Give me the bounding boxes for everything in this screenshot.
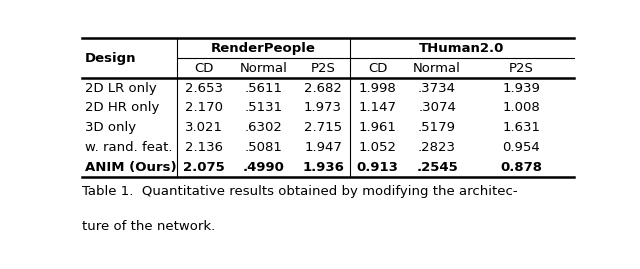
- Text: CD: CD: [195, 62, 214, 75]
- Text: Normal: Normal: [239, 62, 287, 75]
- Text: 0.913: 0.913: [356, 161, 399, 174]
- Text: .5081: .5081: [244, 141, 282, 154]
- Text: 2.170: 2.170: [185, 101, 223, 114]
- Text: .2823: .2823: [418, 141, 456, 154]
- Text: 1.947: 1.947: [304, 141, 342, 154]
- Text: 3.021: 3.021: [185, 121, 223, 134]
- Text: 1.973: 1.973: [304, 101, 342, 114]
- Text: P2S: P2S: [509, 62, 534, 75]
- Text: 2.075: 2.075: [183, 161, 225, 174]
- Text: 0.878: 0.878: [500, 161, 543, 174]
- Text: 1.961: 1.961: [358, 121, 397, 134]
- Text: 1.631: 1.631: [502, 121, 540, 134]
- Text: 2.136: 2.136: [185, 141, 223, 154]
- Text: 2.653: 2.653: [185, 82, 223, 95]
- Text: 1.939: 1.939: [502, 82, 540, 95]
- Text: .5179: .5179: [418, 121, 456, 134]
- Text: 1.936: 1.936: [302, 161, 344, 174]
- Text: .5611: .5611: [244, 82, 282, 95]
- Text: 3D only: 3D only: [85, 121, 136, 134]
- Text: 1.147: 1.147: [358, 101, 397, 114]
- Text: .3074: .3074: [418, 101, 456, 114]
- Text: .2545: .2545: [416, 161, 458, 174]
- Text: w. rand. feat.: w. rand. feat.: [85, 141, 172, 154]
- Text: 1.052: 1.052: [358, 141, 397, 154]
- Text: 2.715: 2.715: [304, 121, 342, 134]
- Text: 0.954: 0.954: [502, 141, 540, 154]
- Text: ture of the network.: ture of the network.: [83, 221, 216, 233]
- Text: CD: CD: [368, 62, 387, 75]
- Text: .4990: .4990: [243, 161, 284, 174]
- Text: RenderPeople: RenderPeople: [211, 42, 316, 55]
- Text: ANIM (Ours): ANIM (Ours): [85, 161, 177, 174]
- Text: 2D HR only: 2D HR only: [85, 101, 159, 114]
- Text: Table 1.  Quantitative results obtained by modifying the architec-: Table 1. Quantitative results obtained b…: [83, 185, 518, 198]
- Text: .6302: .6302: [244, 121, 282, 134]
- Text: .3734: .3734: [418, 82, 456, 95]
- Text: Normal: Normal: [413, 62, 461, 75]
- Text: 2.682: 2.682: [304, 82, 342, 95]
- Text: .5131: .5131: [244, 101, 283, 114]
- Text: THuman2.0: THuman2.0: [419, 42, 504, 55]
- Text: Design: Design: [85, 52, 136, 65]
- Text: 1.008: 1.008: [502, 101, 540, 114]
- Text: 1.998: 1.998: [359, 82, 396, 95]
- Text: 2D LR only: 2D LR only: [85, 82, 157, 95]
- Text: P2S: P2S: [310, 62, 335, 75]
